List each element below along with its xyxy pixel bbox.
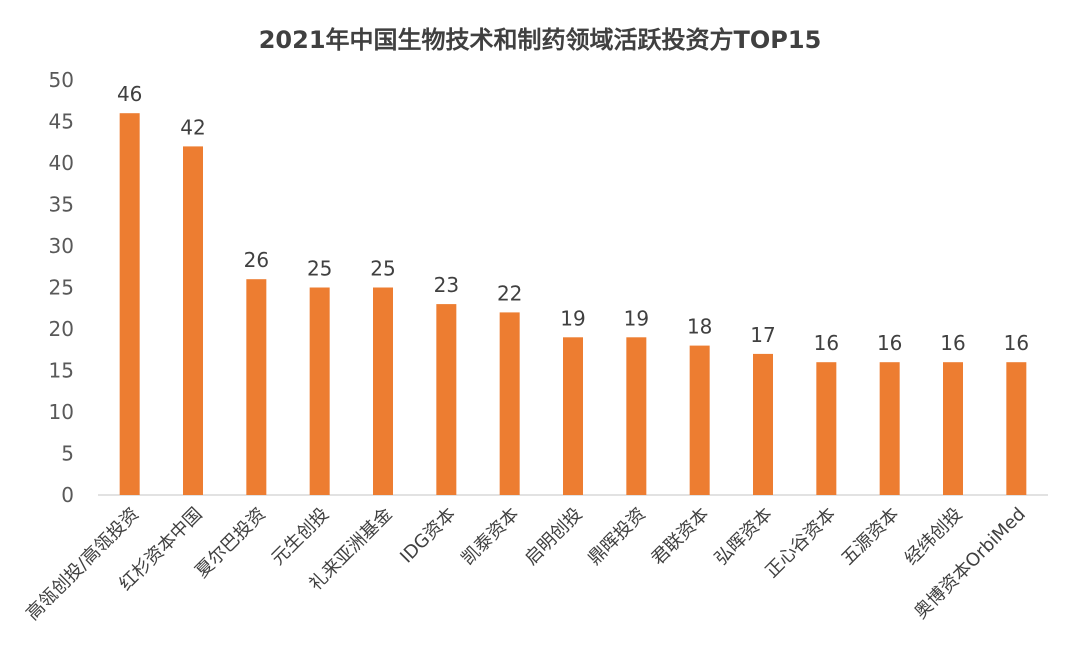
y-tick-label: 20 (49, 317, 74, 341)
data-label: 19 (560, 306, 585, 330)
y-tick-label: 25 (49, 276, 74, 300)
data-label: 18 (687, 315, 712, 339)
bar (246, 279, 267, 495)
y-tick-label: 0 (61, 483, 74, 507)
bar (373, 287, 393, 495)
chart-title: 2021年中国生物技术和制药领域活跃投资方TOP15 (258, 26, 822, 54)
category-label: 鼎晖投资 (584, 504, 650, 570)
data-label: 46 (117, 82, 142, 106)
bar (309, 287, 330, 495)
category-label: 元生创投 (267, 504, 333, 570)
data-label: 22 (497, 281, 522, 305)
category-label: 奥博资本OrbiMed (910, 504, 1030, 624)
category-label: 君联资本 (647, 504, 713, 570)
bar (626, 337, 647, 495)
bar (183, 146, 203, 495)
data-label: 25 (370, 257, 395, 281)
category-label: 经纬创投 (901, 504, 967, 570)
data-label: 19 (624, 306, 649, 330)
y-tick-label: 5 (61, 442, 74, 466)
category-label: 启明创投 (521, 504, 587, 570)
bar (943, 362, 963, 495)
y-tick-label: 35 (49, 193, 74, 217)
bar (879, 362, 900, 495)
bar (119, 113, 140, 495)
bar (563, 337, 583, 495)
y-tick-label: 30 (49, 234, 74, 258)
category-label: 弘晖资本 (711, 504, 777, 570)
y-tick-label: 45 (49, 110, 74, 134)
data-label: 16 (814, 331, 839, 355)
bar (1006, 362, 1027, 495)
category-label: 凯泰资本 (457, 504, 523, 570)
y-tick-label: 50 (49, 68, 74, 92)
data-label: 42 (180, 115, 205, 139)
bar (816, 362, 837, 495)
y-tick-label: 40 (49, 151, 74, 175)
bar (499, 312, 520, 495)
category-label: 五源资本 (837, 504, 903, 570)
data-label: 26 (244, 248, 269, 272)
data-label: 23 (434, 273, 459, 297)
y-tick-label: 15 (49, 359, 74, 383)
data-label: 16 (877, 331, 902, 355)
data-label: 16 (940, 331, 965, 355)
category-label: 高瓴创投/高瓴投资 (22, 504, 143, 625)
data-label: 25 (307, 257, 332, 281)
bar (436, 304, 457, 495)
data-label: 16 (1004, 331, 1029, 355)
bar (753, 353, 773, 495)
category-label: IDG资本 (396, 504, 460, 568)
data-label: 17 (750, 323, 775, 347)
bar (689, 345, 710, 495)
y-tick-label: 10 (49, 400, 74, 424)
